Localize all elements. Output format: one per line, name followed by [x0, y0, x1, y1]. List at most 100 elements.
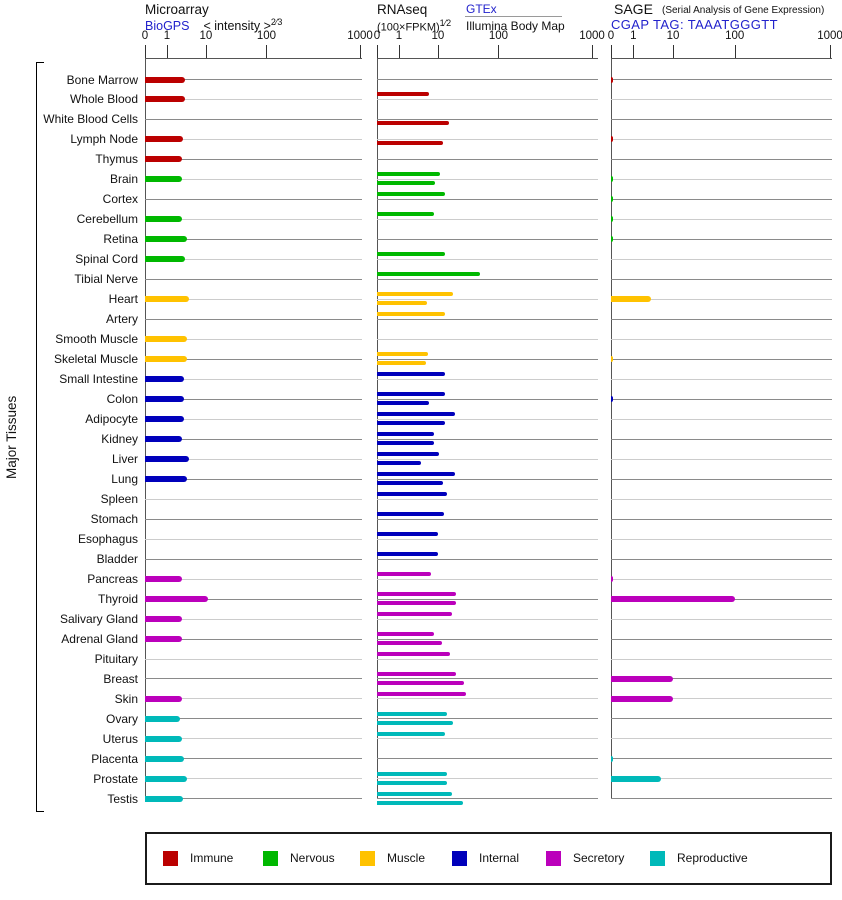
row-gridline: [377, 258, 598, 260]
bar-microarray: [145, 576, 183, 583]
tissue-label: Retina: [103, 232, 138, 247]
row-gridline: [145, 618, 362, 620]
row-gridline: [611, 418, 832, 420]
row-gridline: [611, 238, 832, 240]
bar-rnaseq-gtex: [377, 172, 441, 177]
legend-label-immune: Immune: [190, 851, 234, 865]
row-gridline: [377, 358, 598, 360]
row-gridline: [377, 398, 598, 400]
row-gridline: [145, 138, 362, 140]
row-gridline: [145, 558, 362, 560]
tissue-label: Cerebellum: [76, 212, 138, 227]
axis-tick: [360, 45, 361, 58]
legend-swatch-immune: [163, 851, 178, 866]
legend-swatch-secretory: [546, 851, 561, 866]
row-gridline: [145, 278, 362, 280]
row-gridline: [611, 778, 832, 780]
row-gridline: [377, 98, 598, 100]
axis-tick-label: 0: [141, 30, 149, 42]
bar-rnaseq-gtex: [377, 392, 445, 397]
legend-swatch-internal: [452, 851, 467, 866]
row-gridline: [377, 318, 598, 320]
gtex-link[interactable]: GTEx: [466, 2, 497, 16]
bar-microarray: [145, 216, 183, 223]
row-gridline: [377, 478, 598, 480]
axis-line-left: [377, 58, 378, 799]
row-gridline: [377, 178, 598, 180]
row-gridline: [611, 758, 832, 760]
row-gridline: [377, 79, 598, 80]
row-gridline: [377, 438, 598, 440]
tissue-label: Heart: [108, 292, 138, 307]
bar-rnaseq-gtex: [377, 452, 440, 457]
row-gridline: [377, 278, 598, 280]
row-gridline: [611, 338, 832, 340]
row-gridline: [377, 458, 598, 460]
bar-sage: [611, 675, 673, 682]
axis-tick-label: 0: [607, 30, 615, 42]
bar-rnaseq-gtex: [377, 252, 445, 257]
tissue-label: Lymph Node: [70, 132, 138, 147]
bar-microarray: [145, 476, 187, 483]
axis-tick: [166, 45, 168, 58]
bar-rnaseq-illumina: [377, 181, 436, 186]
row-gridline: [611, 478, 832, 480]
row-gridline: [145, 238, 362, 240]
tissue-label: Prostate: [93, 771, 138, 786]
axis-tick-label: 1: [630, 30, 637, 42]
row-gridline: [145, 658, 362, 660]
bar-microarray: [145, 795, 184, 802]
row-gridline: [145, 398, 362, 400]
tissue-label: Artery: [105, 312, 138, 327]
bar-sage: [611, 356, 614, 363]
row-gridline: [611, 578, 832, 580]
biogps-link[interactable]: BioGPS: [145, 19, 190, 34]
row-gridline: [145, 118, 362, 120]
axis-tick: [830, 45, 831, 58]
row-gridline: [145, 218, 362, 220]
bar-rnaseq-gtex: [377, 212, 435, 217]
row-gridline: [145, 498, 362, 500]
tissue-label: Smooth Muscle: [55, 332, 138, 347]
legend-label-secretory: Secretory: [573, 851, 625, 865]
bar-sage: [611, 76, 614, 83]
bracket-top-cap: [36, 62, 44, 63]
bar-rnaseq-illumina: [377, 401, 429, 406]
axis-tick: [672, 45, 674, 58]
row-gridline: [145, 738, 362, 740]
tissue-label: Spleen: [100, 492, 138, 507]
row-gridline: [145, 79, 362, 80]
row-gridline: [611, 538, 832, 540]
bar-sage: [611, 755, 614, 762]
tissue-label: Thymus: [95, 152, 138, 167]
bar-rnaseq-illumina: [377, 641, 442, 646]
row-gridline: [377, 698, 598, 700]
row-gridline: [377, 378, 598, 380]
axis-line-left: [611, 58, 612, 799]
rnaseq-panel-title: RNAseq: [377, 2, 428, 17]
bar-rnaseq-gtex: [377, 312, 445, 317]
axis-tick-label: 10: [666, 30, 680, 42]
bar-sage: [611, 775, 662, 782]
bar-microarray: [145, 176, 183, 183]
illumina-body-map-label: Illumina Body Map: [466, 19, 565, 33]
axis-tick-label: 100: [488, 30, 509, 42]
tissue-label: Stomach: [90, 512, 138, 527]
row-gridline: [377, 218, 598, 220]
axis-line-top: [377, 58, 598, 59]
bar-rnaseq-illumina: [377, 361, 427, 366]
axis-tick: [377, 45, 378, 58]
axis-tick-label: 10: [199, 30, 213, 42]
row-gridline: [611, 98, 832, 100]
bar-rnaseq-gtex: [377, 771, 447, 776]
cgap-tag-link[interactable]: CGAP TAG: TAAATGGGTT: [611, 17, 778, 32]
bar-rnaseq-gtex: [377, 532, 438, 537]
legend-label-muscle: Muscle: [387, 851, 426, 865]
axis-tick: [592, 45, 593, 58]
bar-microarray: [145, 356, 188, 363]
bar-rnaseq-gtex: [377, 711, 447, 716]
sage-panel-title: SAGE: [614, 1, 653, 17]
row-gridline: [611, 458, 832, 460]
bar-microarray: [145, 416, 185, 423]
bar-sage: [611, 576, 614, 583]
